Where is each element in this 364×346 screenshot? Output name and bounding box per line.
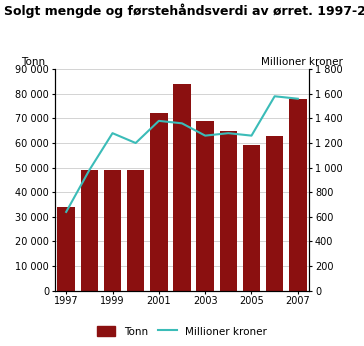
Bar: [197, 121, 214, 291]
Legend: Tonn, Millioner kroner: Tonn, Millioner kroner: [92, 321, 272, 341]
Bar: [104, 170, 121, 291]
Bar: [243, 145, 260, 291]
Bar: [219, 131, 237, 291]
Bar: [266, 136, 283, 291]
Bar: [58, 207, 75, 291]
Text: Tonn: Tonn: [21, 57, 46, 67]
Bar: [289, 99, 306, 291]
Bar: [127, 170, 145, 291]
Text: Solgt mengde og førstehåndsverdi av ørret. 1997-2007: Solgt mengde og førstehåndsverdi av ørre…: [4, 3, 364, 18]
Text: Millioner kroner: Millioner kroner: [261, 57, 343, 67]
Bar: [81, 170, 98, 291]
Bar: [150, 113, 167, 291]
Bar: [173, 84, 191, 291]
